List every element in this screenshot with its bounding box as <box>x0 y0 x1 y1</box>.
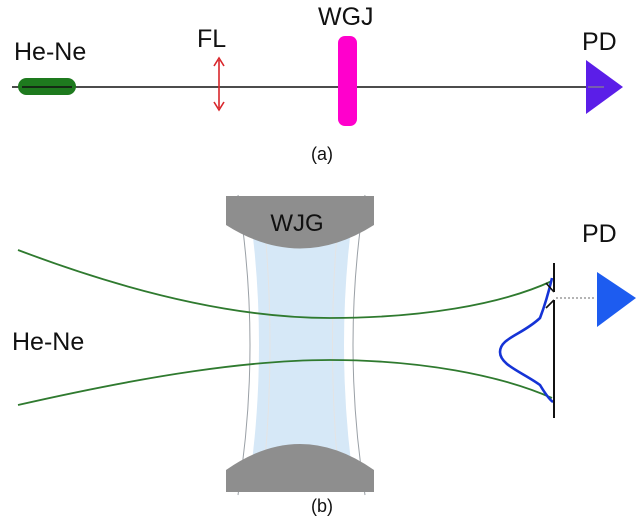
intensity-profile <box>498 277 554 404</box>
top-nozzle <box>226 196 374 249</box>
beam-lower-envelope <box>17 359 553 406</box>
beam-upper-envelope <box>17 249 553 319</box>
caption-a: (a) <box>311 144 333 164</box>
slit-jaw-lower <box>545 299 555 309</box>
wjg-label: WJG <box>270 210 323 237</box>
caption-b: (b) <box>311 496 333 516</box>
wgj-label: WGJ <box>318 3 374 31</box>
photodetector-a <box>586 60 623 114</box>
jet-edge-right <box>352 194 366 496</box>
jet-edge-left <box>237 194 251 496</box>
pd-label-b: PD <box>582 220 617 248</box>
fl-label: FL <box>197 25 226 53</box>
bottom-nozzle <box>226 444 374 492</box>
he-ne-label: He-Ne <box>14 38 86 66</box>
pd-label-a: PD <box>582 28 617 56</box>
he-ne-label-b: He-Ne <box>12 328 84 356</box>
photodetector-b <box>597 272 636 327</box>
water-sheet <box>248 198 355 492</box>
panel-a: He-Ne FL WGJ PD (a) <box>12 3 623 164</box>
slit-jaw-upper <box>545 282 555 293</box>
water-jet-a <box>338 36 357 126</box>
focusing-lens <box>213 56 225 112</box>
panel-b: WJG He-Ne PD (b) <box>12 194 636 516</box>
